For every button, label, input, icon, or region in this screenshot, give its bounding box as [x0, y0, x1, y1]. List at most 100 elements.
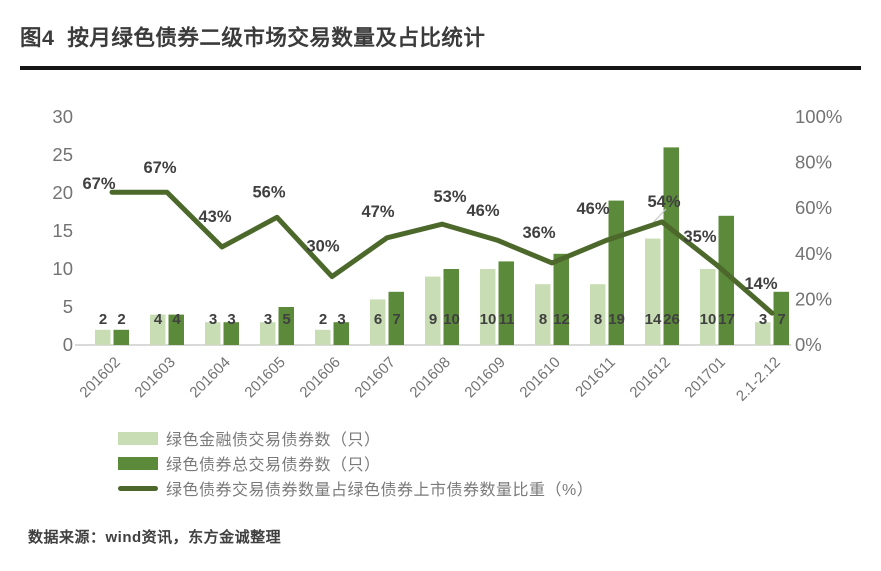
data-source-note: 数据来源：wind资讯，东方金诚整理	[28, 529, 282, 546]
line-percent-label: 30%	[306, 238, 339, 256]
legend-label: 绿色金融债交易债券数（只）	[166, 432, 381, 449]
bar-value-label-dark: 7	[777, 311, 785, 328]
bar-green-finance	[480, 269, 496, 345]
line-percent-label: 46%	[576, 200, 609, 218]
right-axis-tick: 20%	[795, 288, 832, 309]
left-axis-tick: 10	[52, 258, 73, 279]
bar-value-label-light: 8	[594, 311, 602, 328]
bar-green-total	[333, 322, 349, 345]
bar-value-label-light: 9	[429, 311, 437, 328]
bar-green-total	[443, 269, 459, 345]
line-percent-label: 35%	[683, 228, 716, 246]
left-axis-tick: 30	[52, 106, 73, 127]
bar-green-finance	[645, 238, 661, 345]
bar-green-finance	[150, 314, 166, 345]
x-axis-label: 201607	[351, 354, 398, 401]
bar-green-finance	[755, 322, 771, 345]
bar-green-finance	[260, 322, 276, 345]
legend-item-green-bonds-total: 绿色债券总交易债券数（只）	[118, 454, 593, 474]
line-percent-label: 14%	[744, 275, 777, 293]
legend-swatch-dark-green	[118, 456, 158, 470]
bar-value-label-light: 2	[99, 311, 107, 328]
bar-green-finance	[370, 299, 386, 345]
bar-green-finance	[535, 284, 551, 345]
bar-green-finance	[425, 276, 441, 345]
bar-value-label-light: 6	[374, 311, 382, 328]
line-percent-label: 54%	[647, 193, 680, 211]
bar-value-label-dark: 3	[227, 311, 235, 328]
x-axis-label: 201701	[681, 354, 728, 401]
label-leader-line	[652, 208, 667, 224]
figure-title: 图4 按月绿色债券二级市场交易数量及占比统计	[20, 26, 486, 50]
left-axis-tick: 0	[63, 334, 73, 355]
left-axis-tick: 15	[52, 220, 73, 241]
bar-green-finance	[590, 284, 606, 345]
x-axis-label: 201609	[461, 354, 508, 401]
bar-value-label-light: 14	[645, 311, 662, 328]
left-axis-tick: 20	[52, 182, 73, 203]
bar-value-label-dark: 5	[282, 311, 290, 328]
bar-green-total	[113, 329, 129, 345]
line-percent-label: 36%	[522, 224, 555, 242]
bar-value-label-light: 2	[319, 311, 327, 328]
line-percent-label: 46%	[466, 202, 499, 220]
bar-value-label-light: 3	[209, 311, 217, 328]
line-percent-label: 53%	[433, 188, 466, 206]
left-axis-tick: 25	[52, 144, 73, 165]
bar-value-label-light: 10	[480, 311, 497, 328]
bar-green-total	[278, 307, 294, 345]
bar-value-label-dark: 3	[337, 311, 345, 328]
bar-value-label-dark: 10	[443, 311, 460, 328]
bar-green-finance	[205, 322, 221, 345]
legend-label: 绿色债券交易债券数量占绿色债券上市债券数量比重（%）	[166, 482, 594, 499]
bar-value-label-light: 4	[154, 311, 163, 328]
legend-swatch-line	[118, 485, 158, 491]
bar-green-total	[498, 261, 514, 345]
title-underline	[20, 66, 861, 70]
line-percent-label: 47%	[361, 203, 394, 221]
x-axis-label: 2.1-2.12	[733, 354, 784, 405]
bar-green-total	[773, 291, 789, 345]
x-axis-label: 201604	[186, 354, 233, 401]
right-axis-tick: 100%	[795, 106, 842, 127]
bar-value-label-light: 8	[539, 311, 547, 328]
x-axis-label: 201603	[131, 354, 178, 401]
legend-item-green-finance-bonds: 绿色金融债交易债券数（只）	[118, 429, 593, 449]
bar-value-label-dark: 11	[499, 311, 515, 328]
legend-item-ratio-line: 绿色债券交易债券数量占绿色债券上市债券数量比重（%）	[118, 479, 594, 499]
bar-green-finance	[700, 269, 716, 345]
bar-value-label-dark: 7	[392, 311, 400, 328]
bar-green-total	[168, 314, 184, 345]
bar-green-total	[553, 253, 569, 345]
combo-chart: 0 5 10 15 20 25 30 0% 20% 40% 60% 80% 100% 2 2 201602 4 4…	[0, 95, 881, 425]
bar-green-total	[223, 322, 239, 345]
x-axis-label: 201608	[406, 354, 453, 401]
right-axis-tick: 60%	[795, 197, 832, 218]
bar-green-total	[663, 147, 679, 345]
line-percent-label: 67%	[143, 159, 176, 177]
bar-value-label-dark: 12	[553, 311, 570, 328]
x-axis-label: 201611	[572, 354, 619, 401]
right-axis-tick: 80%	[795, 152, 832, 173]
x-axis-label: 201612	[626, 354, 673, 401]
line-percent-label: 67%	[82, 175, 115, 193]
bar-value-label-light: 10	[700, 311, 717, 328]
legend-label: 绿色债券总交易债券数（只）	[166, 457, 381, 474]
line-percent-label: 56%	[252, 183, 285, 201]
bar-green-finance	[315, 329, 331, 345]
bar-green-total	[388, 291, 404, 345]
line-percent-label: 43%	[198, 208, 231, 226]
right-axis-tick: 40%	[795, 243, 832, 264]
bar-value-label-dark: 26	[663, 311, 680, 328]
bar-green-finance	[95, 329, 111, 345]
ratio-line	[109, 189, 775, 316]
bar-value-label-dark: 2	[117, 311, 125, 328]
bar-value-label-dark: 4	[172, 311, 181, 328]
bar-green-total	[718, 215, 734, 345]
bar-value-label-dark: 17	[718, 311, 735, 328]
bar-value-label-light: 3	[759, 311, 767, 328]
right-axis-tick: 0%	[795, 334, 822, 355]
bar-value-label-dark: 19	[608, 311, 625, 328]
x-axis-label: 201610	[516, 354, 563, 401]
